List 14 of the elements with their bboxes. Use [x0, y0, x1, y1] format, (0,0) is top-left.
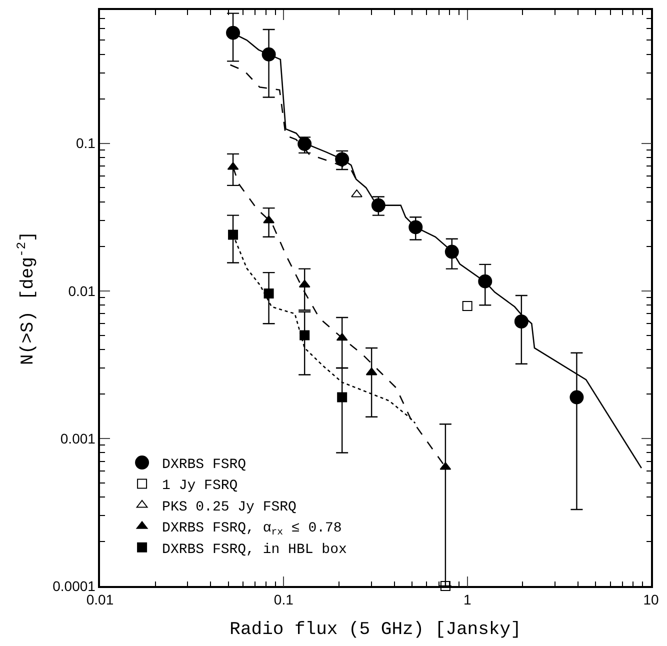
x-tick-label: 10 [643, 592, 659, 608]
legend-label: DXRBS FSRQ [162, 457, 246, 474]
x-tick-label: 0.01 [86, 592, 114, 608]
y-tick-label: 0.1 [76, 135, 96, 152]
legend-label: 1 Jy FSRQ [162, 478, 238, 494]
x-tick-label: 1 [463, 592, 472, 608]
legend-label: PKS 0.25 Jy FSRQ [162, 499, 296, 516]
legend-label: DXRBS FSRQ, α$_{rx}$ ≤ 0.78 [162, 520, 342, 538]
x-axis-title: Radio flux (5 GHz) [Jansky] [230, 620, 522, 640]
legend-label: DXRBS FSRQ, in HBL box [162, 542, 347, 558]
y-tick-label: 0.01 [68, 282, 96, 299]
x-tick-label: 0.1 [274, 592, 294, 608]
y-tick-label: 0.001 [60, 430, 96, 446]
y-tick-label: 0.0001 [52, 578, 96, 594]
